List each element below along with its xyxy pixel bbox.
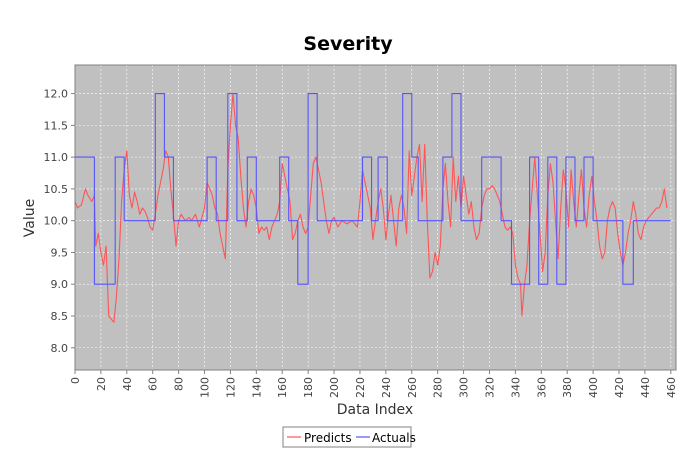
x-tick-label: 240 [380,377,393,398]
x-tick-label: 40 [121,377,134,391]
y-axis-label: Value [22,199,38,237]
x-tick-label: 320 [483,377,496,398]
x-tick-label: 60 [147,377,160,391]
x-tick-label: 120 [224,377,237,398]
x-tick-labels: 0 20 40 60 80 100 120 140 160 180 200 220 240 260 280 3… [69,377,678,398]
x-tick-label: 160 [276,377,289,398]
x-tick-label: 380 [561,377,574,398]
y-tick-label: 10.0 [44,215,69,228]
x-tick-label: 400 [587,377,600,398]
y-tick-label: 8.0 [51,342,69,355]
y-tick-label: 8.5 [51,310,69,323]
x-tick-label: 340 [509,377,522,398]
x-tick-label: 180 [302,377,315,398]
legend-label-actuals: Actuals [372,431,416,445]
y-tick-label: 11.0 [44,151,69,164]
legend-box [282,426,412,448]
x-tick-label: 440 [639,377,652,398]
x-tick-label: 420 [613,377,626,398]
x-tick-label: 460 [665,377,678,398]
series-line-actuals [75,93,671,285]
chart-title: Severity [303,33,393,55]
x-tick-label: 300 [458,377,471,398]
tick-marks [71,93,672,374]
series-group [74,93,671,323]
x-tick-label: 100 [199,377,212,398]
x-tick-label: 220 [354,377,367,398]
x-tick-label: 260 [406,377,419,398]
x-tick-label: 20 [95,377,108,391]
x-tick-label: 280 [432,377,445,398]
y-tick-label: 9.0 [51,278,69,291]
x-tick-label: 140 [250,377,263,398]
y-tick-label: 10.5 [44,183,69,196]
y-tick-label: 12.0 [44,88,69,101]
x-tick-label: 200 [328,377,341,398]
x-tick-label: 360 [535,377,548,398]
x-axis-label: Data Index [337,402,413,418]
legend-label-predicts: Predicts [304,431,352,445]
plot-border [74,64,677,371]
x-tick-label: 80 [173,377,186,391]
y-tick-labels: 8.0 8.5 9.0 9.5 10.0 10.5 11.0 11.5 12.0 [44,88,69,355]
y-tick-label: 11.5 [44,119,69,132]
y-tick-label: 9.5 [51,246,69,259]
legend: Predicts Actuals [282,426,416,448]
x-tick-label: 0 [69,377,82,384]
